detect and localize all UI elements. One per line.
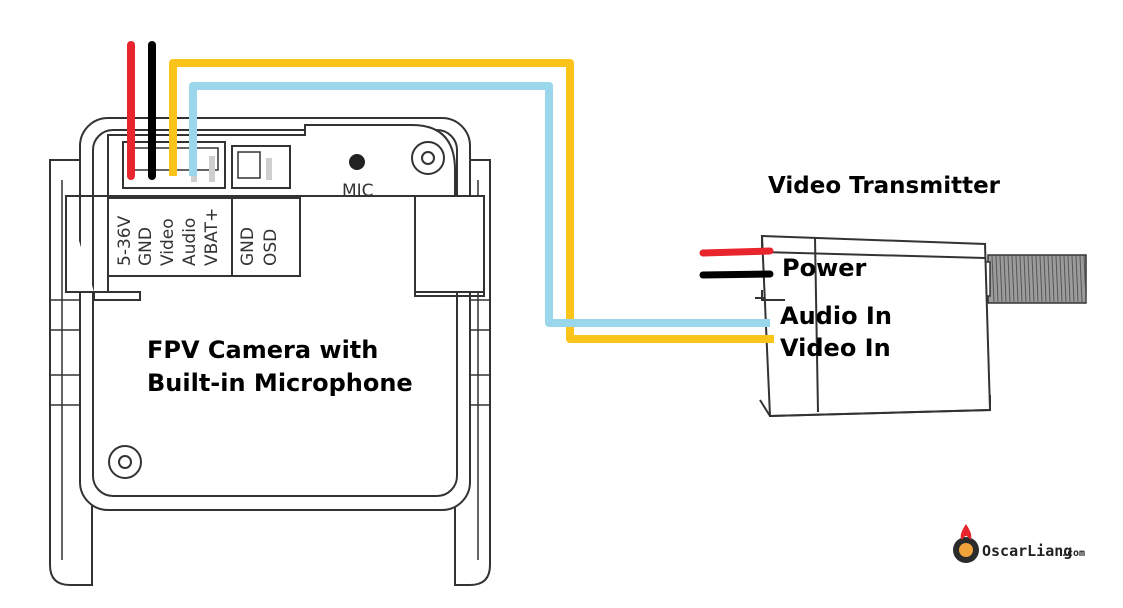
- antenna-thread-line: [1055, 255, 1059, 303]
- vtx-face-line: [814, 237, 819, 413]
- connector-osd-inner: [237, 151, 261, 179]
- pin-label-video: Video: [158, 218, 178, 266]
- antenna-thread-line: [1023, 255, 1027, 303]
- antenna-thread-line: [1071, 255, 1075, 303]
- camera-body-inner: [92, 129, 458, 497]
- antenna-threads: [991, 255, 1087, 303]
- vtx-video-in-label: Video In: [780, 334, 891, 362]
- antenna-thread-line: [1063, 255, 1067, 303]
- antenna-thread-line: [1027, 255, 1031, 303]
- logo-face-icon: [959, 543, 973, 557]
- vtx-bottom-edge: [759, 395, 991, 418]
- antenna-thread-line: [1051, 255, 1055, 303]
- oscarliang-logo: OscarLiang .com: [953, 524, 1085, 563]
- antenna-thread-line: [995, 255, 999, 303]
- vtx-audio-in-label: Audio In: [780, 302, 892, 330]
- antenna-thread-line: [1015, 255, 1019, 303]
- label-plate-right-tab: [414, 195, 485, 297]
- antenna-thread-line: [1043, 255, 1047, 303]
- vtx-ground-wire: [699, 270, 774, 279]
- pin-label-5-36v: 5-36V: [115, 215, 135, 266]
- antenna-thread-line: [1075, 255, 1079, 303]
- camera-left-bracket: [49, 159, 93, 586]
- video-transmitter: Video Transmitter Power Audio In Video I…: [755, 173, 1087, 418]
- pin-label-osd: OSD: [261, 229, 281, 266]
- vtx-power-wire: [699, 247, 774, 257]
- vtx-title: Video Transmitter: [768, 173, 1001, 199]
- antenna-thread-line: [1067, 255, 1071, 303]
- logo-flame-icon: [960, 524, 972, 540]
- vtx-side-notch: [761, 290, 785, 301]
- pin-label-vbat: VBAT+: [202, 208, 222, 266]
- mount-hole-top-right-inner: [421, 151, 435, 165]
- antenna-thread-line: [1031, 255, 1035, 303]
- mount-hole-bottom-left: [108, 445, 142, 479]
- audio-wire: [189, 82, 770, 327]
- wires: [127, 41, 774, 343]
- antenna-thread-line: [1083, 255, 1087, 303]
- mic-label: MIC: [342, 181, 374, 201]
- mount-hole-top-right: [411, 141, 445, 175]
- antenna-thread-line: [1059, 255, 1063, 303]
- antenna-thread-line: [1079, 255, 1083, 303]
- camera-title-line2: Built-in Microphone: [147, 369, 413, 397]
- antenna-thread-line: [1019, 255, 1023, 303]
- camera-title-line1: FPV Camera with: [147, 336, 378, 364]
- pin-label-box: [107, 197, 301, 277]
- logo-domain: .com: [1061, 548, 1085, 559]
- antenna-thread-line: [999, 255, 1003, 303]
- connector-osd: [231, 145, 291, 189]
- antenna-thread-line: [1003, 255, 1007, 303]
- pin-label-audio: Audio: [180, 218, 200, 266]
- camera-pcb-top: [107, 124, 456, 197]
- logo-name: OscarLiang: [982, 542, 1072, 560]
- antenna-thread-line: [1047, 255, 1051, 303]
- antenna-thread-line: [991, 255, 995, 303]
- camera-right-bracket: [454, 159, 491, 586]
- antenna-thread-line: [1039, 255, 1043, 303]
- fpv-camera: 5-36V GND Video Audio VBAT+ GND OSD MIC …: [49, 117, 491, 586]
- pin-stub: [266, 158, 272, 180]
- mount-hole-bottom-left-inner: [118, 455, 132, 469]
- pin-label-gnd-osd: GND: [238, 227, 258, 266]
- pin-stub: [209, 156, 215, 182]
- antenna-thread-line: [1011, 255, 1015, 303]
- pin-label-gnd: GND: [136, 227, 156, 266]
- antenna-thread-line: [1035, 255, 1039, 303]
- antenna-thread-line: [1007, 255, 1011, 303]
- video-wire: [169, 59, 774, 343]
- microphone-icon: [349, 154, 365, 170]
- vtx-power-label: Power: [782, 254, 867, 282]
